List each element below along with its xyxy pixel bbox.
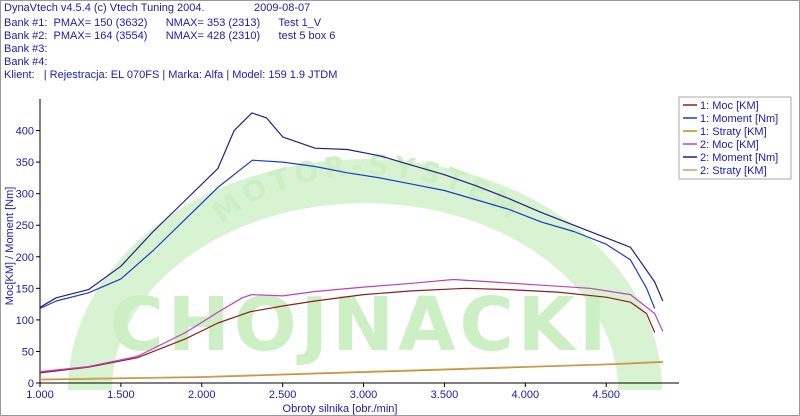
- y-tick-label: 50: [22, 346, 34, 358]
- legend: 1: Moc [KM]1: Moment [Nm]1: Straty [KM]2…: [683, 100, 778, 177]
- y-tick-label: 200: [16, 252, 34, 264]
- bank1-summary: Bank #1: PMAX= 150 (3632) NMAX= 353 (231…: [4, 17, 322, 29]
- bank4-summary: Bank #4:: [4, 56, 48, 68]
- legend-entry: 2: Straty [KM]: [700, 165, 767, 177]
- x-tick-label: 2.500: [269, 389, 297, 401]
- x-axis-label: Obroty silnika [obr./min]: [283, 403, 398, 415]
- watermark-main-text: CHOJNACKI: [109, 282, 610, 368]
- series-line-1: [39, 287, 656, 374]
- x-tick-label: 4.000: [512, 389, 540, 401]
- y-tick-label: 300: [16, 189, 34, 201]
- test-date: 2009-08-07: [254, 2, 311, 14]
- y-ticks: 0 50 100 150 200 250 300 350 400: [16, 126, 40, 390]
- series-line-4: [39, 278, 664, 373]
- y-tick-label: 0: [28, 378, 34, 390]
- legend-box: [678, 96, 792, 180]
- x-tick-label: 4.500: [592, 389, 620, 401]
- y-axis-label: Moc[KM] / Moment [Nm]: [4, 187, 16, 306]
- client-info: Klient: | Rejestracja: EL 070FS | Marka:…: [4, 69, 338, 81]
- x-tick-label: 1.500: [107, 389, 135, 401]
- legend-entry: 2: Moment [Nm]: [700, 152, 778, 164]
- legend-entry: 1: Straty [KM]: [700, 126, 767, 138]
- y-tick-label: 250: [16, 220, 34, 232]
- x-tick-label: 2.000: [188, 389, 216, 401]
- app-title: DynaVtech v4.5.4 (c) Vtech Tuning 2004.: [4, 2, 205, 14]
- legend-entry: 1: Moc [KM]: [700, 100, 759, 112]
- bank2-summary: Bank #2: PMAX= 164 (3554) NMAX= 428 (231…: [4, 30, 336, 42]
- series-lines: [39, 112, 664, 381]
- series-line-2: [39, 159, 656, 310]
- legend-entry: 2: Moc [KM]: [700, 139, 759, 151]
- y-tick-label: 350: [16, 157, 34, 169]
- x-tick-label: 3.000: [350, 389, 378, 401]
- bank3-summary: Bank #3:: [4, 43, 48, 55]
- x-ticks: 1.000 1.500 2.000 2.500 3.000 3.500 4.000 4.500: [26, 383, 620, 401]
- y-tick-label: 100: [16, 315, 34, 327]
- series-line-6: [39, 360, 663, 380]
- y-tick-label: 400: [16, 126, 34, 138]
- y-tick-label: 150: [16, 283, 34, 295]
- watermark-logo: MOTOR-SYSTEM CHOJNACKI: [68, 149, 662, 391]
- x-tick-label: 3.500: [431, 389, 459, 401]
- legend-entry: 1: Moment [Nm]: [700, 113, 778, 125]
- series-line-5: [39, 112, 664, 308]
- x-tick-label: 1.000: [26, 389, 54, 401]
